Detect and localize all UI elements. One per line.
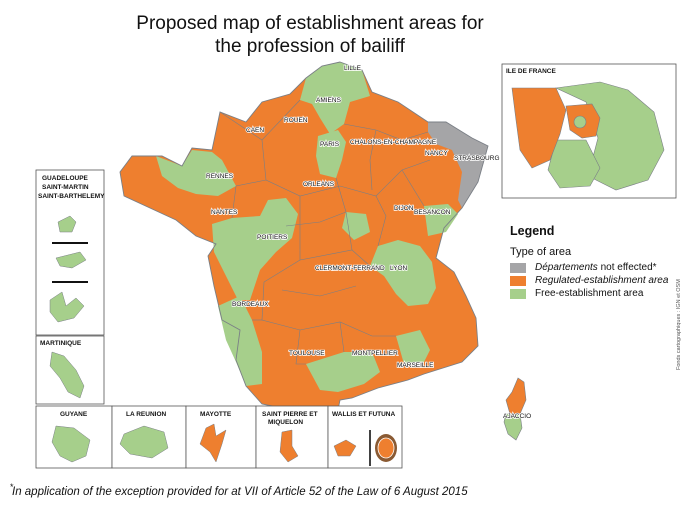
map-title: Proposed map of establishment areas for …: [100, 12, 520, 58]
area-west: [212, 198, 298, 300]
city-besancon: BESANCON: [414, 209, 451, 216]
area-southwest: [218, 296, 262, 386]
martinique-shape: [49, 351, 85, 399]
city-nantes: NANTES: [211, 209, 238, 216]
ile-de-france-inset: ILE DE FRANCE: [501, 63, 677, 199]
city-clermont: CLERMONT-FERRAND: [315, 265, 385, 272]
area-rhone: [370, 240, 436, 306]
area-paris-region: [316, 130, 346, 178]
label-martinique: MARTINIQUE: [40, 340, 82, 347]
guyane-shape: [51, 425, 91, 463]
idf-paris: [573, 115, 587, 129]
city-orleans: ORLEANS: [303, 181, 335, 188]
label-spm-1: SAINT PIERRE ET: [262, 411, 318, 418]
label-mayotte: MAYOTTE: [200, 411, 232, 418]
city-montpellier: MONTPELLIER: [352, 350, 398, 357]
area-south: [306, 352, 380, 392]
department-borders: [219, 99, 431, 365]
legend-type-label: Type of area: [510, 246, 572, 258]
city-poitiers: POITIERS: [257, 234, 288, 241]
city-ajaccio: AJACCIO: [503, 413, 531, 420]
legend-label-not-affected: Départements not effected*: [535, 262, 657, 273]
legend-item-not-affected: Départements not effected*: [510, 261, 695, 274]
city-lyon: LYON: [390, 265, 408, 272]
legend-title: Legend: [510, 224, 555, 238]
title-line-2: the profession of bailiff: [215, 36, 405, 57]
france-outline: [120, 62, 488, 416]
city-dijon: DIJON: [394, 205, 414, 212]
city-rouen: ROUEN: [284, 117, 308, 124]
area-brittany: [156, 150, 236, 196]
mainland-france: [120, 62, 488, 416]
legend-item-regulated: Regulated-establishment area: [510, 274, 695, 287]
area-north: [300, 62, 370, 134]
label-saint-barthelemy: SAINT-BARTHELEMY: [38, 193, 105, 200]
city-caen: CAEN: [246, 127, 264, 134]
legend-swatch-grey: [510, 262, 526, 273]
city-amiens: AMIENS: [316, 97, 342, 104]
city-nancy: NANCY: [425, 150, 448, 157]
mayotte-shape: [199, 423, 227, 463]
spm-shape: [279, 429, 299, 463]
area-jura: [424, 204, 458, 236]
city-marseille: MARSEILLE: [397, 362, 434, 369]
label-guyane: GUYANE: [60, 411, 88, 418]
idf-south: [547, 139, 601, 189]
legend-swatch-green: [510, 288, 526, 299]
not-affected-areas: [428, 122, 488, 208]
city-labels: LILLE AMIENS ROUEN CAEN PARIS CHALONS-EN…: [205, 64, 532, 421]
city-strasbourg: STRASBOURG: [454, 155, 500, 162]
saint-martin-shape: [57, 215, 77, 233]
legend-swatch-orange: [510, 275, 526, 286]
city-toulouse: TOULOUSE: [289, 350, 325, 357]
idf-title: ILE DE FRANCE: [506, 68, 557, 75]
legend-label-regulated: Regulated-establishment area: [535, 275, 669, 286]
city-chalons: CHALONS-EN-CHAMPAGNE: [350, 139, 437, 146]
corsica-north: [505, 377, 527, 415]
label-saint-martin: SAINT-MARTIN: [42, 184, 89, 191]
label-guadeloupe: GUADELOUPE: [42, 175, 89, 182]
legend-item-free: Free-establishment area: [510, 287, 695, 300]
area-provence: [396, 330, 430, 366]
guadeloupe-shape: [49, 291, 85, 323]
map-credit: Fonds cartographiques : IGN et OSM: [676, 279, 682, 370]
city-lille: LILLE: [344, 65, 362, 72]
corsica: [503, 377, 527, 441]
footnote-marker: *: [10, 482, 14, 492]
area-alsace-moselle: [428, 122, 488, 208]
legend-label-free: Free-establishment area: [535, 288, 644, 299]
city-rennes: RENNES: [206, 173, 234, 180]
label-reunion: LA REUNION: [126, 411, 167, 418]
legend: Legend Type of area Départements not eff…: [510, 224, 695, 300]
title-line-1: Proposed map of establishment areas for: [136, 13, 484, 34]
label-spm-2: MIQUELON: [268, 419, 303, 426]
overseas-bottom-row: GUYANE LA REUNION MAYOTTE SAINT PIERRE E…: [35, 405, 403, 469]
free-areas: [156, 62, 458, 392]
futuna-inner: [377, 437, 395, 459]
overseas-left-column: GUADELOUPE SAINT-MARTIN SAINT-BARTHELEMY…: [35, 169, 105, 405]
area-centre-east: [342, 212, 370, 240]
city-paris: PARIS: [320, 141, 340, 148]
corsica-south: [503, 413, 523, 441]
reunion-shape: [119, 425, 169, 459]
footnote: In application of the exception provided…: [12, 486, 468, 498]
idf-west: [511, 87, 567, 169]
wallis-shape: [333, 439, 357, 457]
city-bordeaux: BORDEAUX: [232, 301, 269, 308]
label-wallis: WALLIS ET FUTUNA: [332, 411, 395, 418]
saint-barthelemy-shape: [55, 251, 87, 269]
